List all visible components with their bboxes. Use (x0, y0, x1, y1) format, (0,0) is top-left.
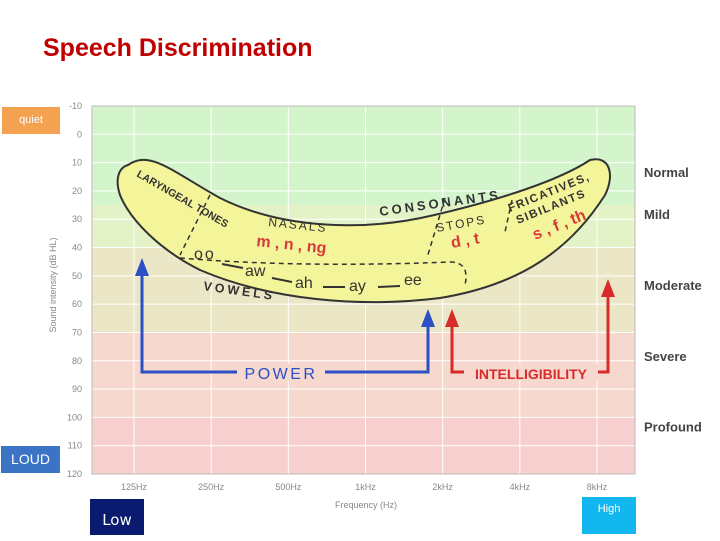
x-tick-label: 1kHz (355, 482, 376, 492)
page-title: Speech Discrimination (43, 34, 313, 62)
x-tick-label: 2kHz (432, 482, 453, 492)
x-axis-label: Frequency (Hz) (335, 500, 397, 510)
power-arrowhead-right (421, 309, 435, 327)
vowel-dash-1 (221, 263, 244, 269)
y-axis-label: Sound intensity (dB HL) (48, 237, 58, 332)
high-badge: High (582, 497, 636, 534)
band-label-profound: Profound (644, 420, 702, 435)
intelligibility-label: INTELLIGIBILITY (475, 366, 588, 382)
band-labels: Normal Mild Moderate Severe Profound (644, 165, 702, 435)
speech-banana (116, 158, 611, 304)
vowel-dash-2 (271, 277, 293, 283)
x-tick-label: 4kHz (510, 482, 531, 492)
y-tick-label: 120 (67, 469, 82, 479)
y-tick-label: 30 (72, 214, 82, 224)
x-tick-label: 500Hz (275, 482, 302, 492)
y-tick-label: 50 (72, 271, 82, 281)
y-tick-label: 40 (72, 243, 82, 253)
x-tick-label: 125Hz (121, 482, 148, 492)
intelligibility-arrowhead-left (445, 309, 459, 327)
low-badge: Low (90, 499, 144, 535)
y-tick-labels: -10 0 10 20 30 40 50 60 70 80 90 100 110 120 (67, 101, 82, 479)
y-tick-label: 100 (67, 412, 82, 422)
vowel-ee: ee (404, 272, 422, 289)
x-tick-labels: 125Hz 250Hz 500Hz 1kHz 2kHz 4kHz 8kHz (121, 482, 608, 492)
plot-frame (91, 105, 636, 475)
band-label-normal: Normal (644, 165, 689, 180)
band-label-mild: Mild (644, 207, 670, 222)
y-tick-label: 90 (72, 384, 82, 394)
y-tick-label: 80 (72, 356, 82, 366)
nasals-label: NASALS (268, 215, 328, 235)
y-tick-label: 20 (72, 186, 82, 196)
band-label-severe: Severe (644, 349, 687, 364)
vowel-ay: ay (349, 278, 366, 295)
consonant-divider (426, 197, 446, 259)
power-label: POWER (245, 366, 318, 383)
fricative-divider (504, 199, 513, 233)
vowel-aw: aw (245, 263, 266, 280)
y-tick-label: 0 (77, 129, 82, 139)
intelligibility-arrowhead-right (601, 279, 615, 297)
y-tick-label: 110 (68, 441, 82, 451)
stop-sounds: d , t (450, 230, 482, 252)
y-tick-label: 10 (72, 158, 82, 168)
loud-badge: LOUD (1, 446, 60, 473)
y-tick-label: 60 (72, 299, 82, 309)
quiet-badge: quiet (2, 107, 60, 134)
band-label-moderate: Moderate (644, 278, 702, 293)
vowel-dash-4 (377, 285, 401, 288)
vowel-boundary (179, 257, 467, 286)
power-arrowhead-left (135, 258, 149, 276)
y-tick-label: 70 (72, 327, 82, 337)
x-tick-label: 8kHz (587, 482, 608, 492)
power-label-bg (237, 364, 325, 381)
intelligibility-label-bg (464, 364, 598, 381)
x-tick-label: 250Hz (198, 482, 225, 492)
vowel-oo: oo (194, 246, 216, 263)
vowel-ah: ah (295, 275, 313, 292)
y-tick-label: -10 (69, 101, 82, 111)
